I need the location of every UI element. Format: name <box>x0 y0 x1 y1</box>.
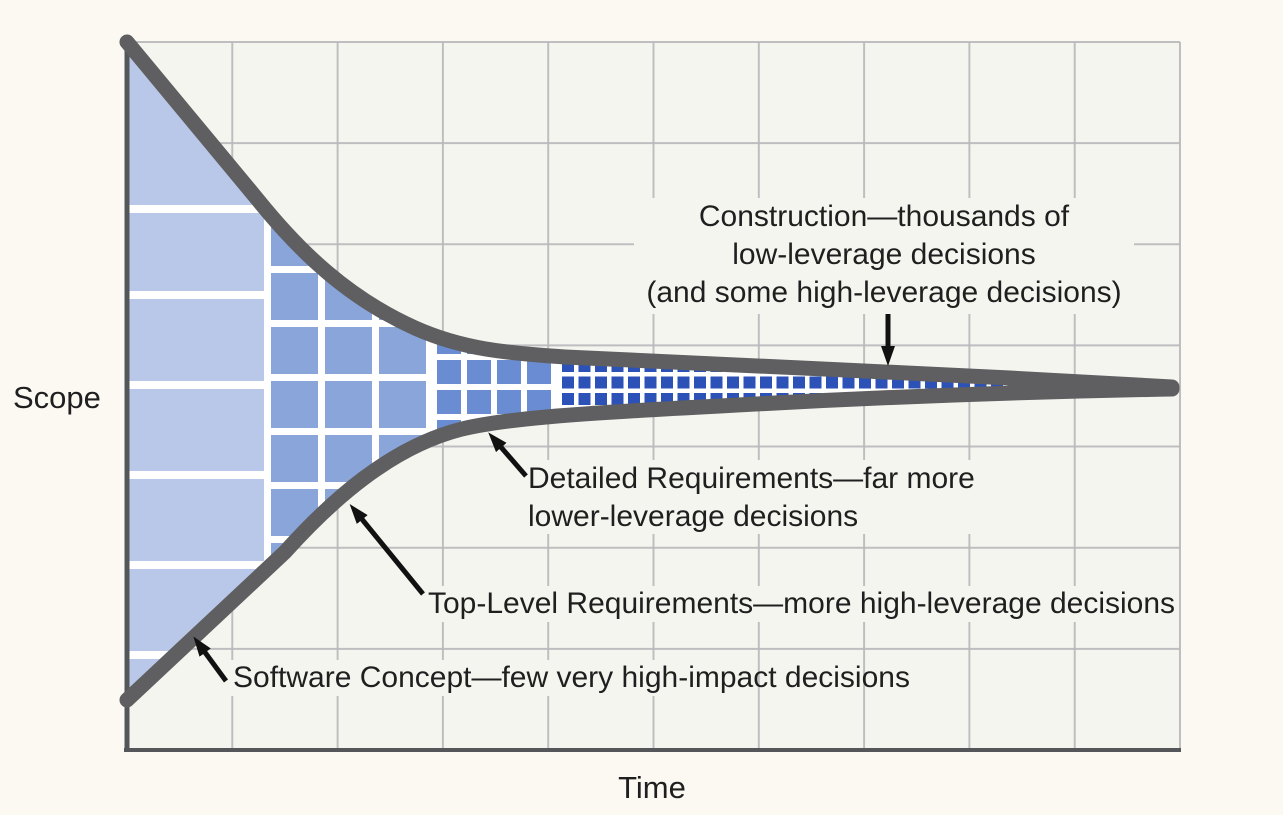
decision-cell <box>793 376 805 389</box>
decision-cell <box>127 479 264 561</box>
decision-cell <box>628 376 640 389</box>
label-detailed-line2: lower-leverage decisions <box>528 500 858 533</box>
decision-cell <box>497 390 521 414</box>
label-top-level: Top-Level Requirements—more high-leverag… <box>428 587 1175 620</box>
decision-cell <box>127 213 264 291</box>
decision-cell <box>661 376 673 389</box>
decision-cell <box>467 390 491 414</box>
decision-cell <box>379 381 426 428</box>
decision-cell <box>578 393 591 405</box>
decision-cell <box>467 360 491 384</box>
decision-cell <box>325 327 372 374</box>
arrow-top-level-requirements <box>349 504 425 596</box>
decision-cell <box>497 360 521 384</box>
label-bg-detailed <box>522 460 984 534</box>
arrow-detailed-requirements <box>488 432 528 478</box>
decision-cell <box>127 389 264 471</box>
decision-cell <box>578 376 591 389</box>
decision-cell <box>562 376 574 389</box>
decision-cell <box>562 393 574 405</box>
decision-cell <box>776 376 789 389</box>
decision-cell <box>628 393 640 405</box>
label-construction-line1: Construction—thousands of <box>699 200 1070 233</box>
label-detailed-line1: Detailed Requirements—far more <box>528 462 975 495</box>
label-bg-software <box>227 660 705 696</box>
decision-cell <box>271 273 318 320</box>
arrow-software-concept <box>193 636 229 683</box>
decision-cell <box>325 381 372 428</box>
label-construction-line3: (and some high-leverage decisions) <box>646 276 1121 309</box>
decision-cell <box>694 376 706 389</box>
decision-cell <box>611 376 624 389</box>
decision-cell <box>710 376 723 389</box>
label-bg-construction <box>634 198 1134 314</box>
decision-cell <box>875 376 888 389</box>
decision-cell <box>127 299 264 381</box>
decision-cell <box>271 435 318 482</box>
decision-cell <box>842 376 855 389</box>
decision-cell <box>527 360 551 384</box>
decision-cell <box>595 393 607 405</box>
decision-cell <box>595 376 607 389</box>
decision-cell <box>271 327 318 374</box>
decision-cell <box>760 376 772 389</box>
x-axis-label: Time <box>618 770 686 805</box>
decision-cell <box>437 390 461 414</box>
decision-cell <box>859 376 871 389</box>
funnel-band <box>119 34 1180 708</box>
decision-cell <box>644 393 657 405</box>
label-construction-line2: low-leverage decisions <box>732 238 1036 271</box>
label-software-concept: Software Concept—few very high-impact de… <box>233 661 910 694</box>
decision-cell <box>743 376 756 389</box>
decision-cell <box>727 376 739 389</box>
decision-cell <box>644 376 657 389</box>
decision-cell <box>809 376 822 389</box>
decision-cell <box>437 360 461 384</box>
decision-cell <box>611 393 624 405</box>
label-bg-top-level <box>422 586 1114 622</box>
decision-cell <box>826 376 838 389</box>
decision-cell <box>271 381 318 428</box>
y-axis-label: Scope <box>13 380 101 415</box>
decision-cell <box>677 376 690 389</box>
